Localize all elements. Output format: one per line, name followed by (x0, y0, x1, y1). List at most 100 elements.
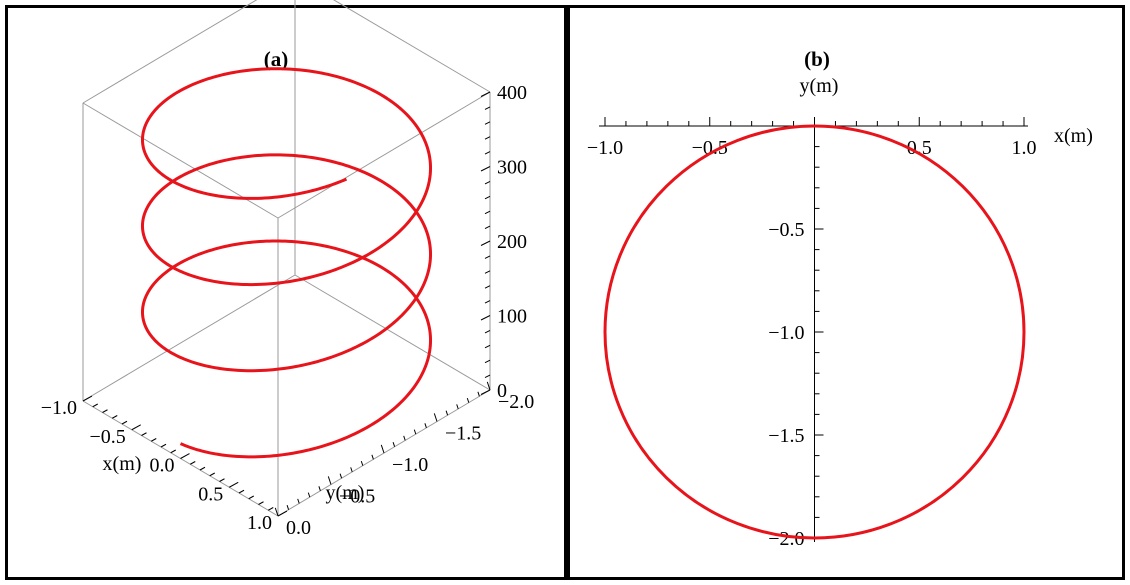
tick-mark (151, 438, 157, 442)
tick-mark (484, 121, 491, 125)
x-tick-label: −0.5 (692, 137, 728, 159)
tick-mark (456, 404, 459, 410)
tick-mark (484, 374, 491, 379)
tick-mark (297, 498, 300, 504)
y-tick-label: −1.5 (768, 425, 804, 447)
z-tick-label: 0 (497, 380, 507, 402)
chart-b-title: (b) (804, 47, 830, 71)
tick-mark (484, 136, 491, 140)
x-tick-label: 1.0 (247, 512, 272, 534)
x-tick-label: 0.5 (198, 483, 223, 505)
x-tick-label: −1.0 (41, 397, 77, 419)
tick-mark (486, 381, 491, 391)
tick-mark (480, 91, 491, 97)
tick-mark (484, 255, 491, 259)
tick-mark (102, 409, 108, 413)
tick-mark (380, 444, 385, 454)
x-tick-label: −0.5 (89, 426, 125, 448)
box-edge (82, 274, 296, 402)
y-tick-label: −1.0 (392, 454, 428, 476)
y-tick-label: −0.5 (768, 219, 804, 241)
tick-mark (274, 507, 279, 517)
axes: −1.0 −0.5 0.5 1.0 −0.5 −1.0 −1.5 −2.0 (587, 117, 1037, 550)
box-edge (294, 274, 491, 391)
box-edge (82, 102, 279, 219)
tick-mark (180, 453, 190, 459)
circle-curve (603, 124, 1026, 540)
tick-mark (160, 443, 167, 448)
tick-mark (339, 473, 343, 479)
tick-mark (480, 240, 491, 246)
x-axis-label: x(m) (103, 453, 142, 475)
tick-mark (445, 410, 449, 416)
x-tick-label: 0.5 (907, 137, 932, 159)
z-tick-label: 100 (497, 306, 527, 328)
y-tick-label: 0.0 (286, 517, 311, 539)
tick-mark (484, 195, 491, 200)
tick-mark (360, 460, 364, 466)
tick-mark (170, 449, 176, 454)
tick-mark (424, 423, 427, 428)
tick-mark (484, 270, 491, 274)
y-tick-label: −1.0 (768, 322, 804, 344)
tick-mark (199, 466, 206, 471)
box-edge (277, 91, 491, 219)
tick-mark (403, 435, 406, 441)
x-axis-label: x(m) (1054, 125, 1093, 147)
circle-2d-chart: (b) y(m) x(m) −1.0 −0.5 0.5 1.0 −0.5 −1.0 −1.5… (587, 47, 1093, 550)
tick-mark (82, 395, 93, 402)
tick-mark (229, 481, 239, 488)
y-tick-label: −2.0 (498, 391, 534, 413)
helix-curve (140, 67, 433, 459)
panel-a: (a) −1.0 −0.5 0.0 0.5 1.0 −2.0 −1.5 −1.0 −0.5 0.0… (5, 0, 567, 580)
tick-mark (392, 442, 396, 447)
tick-mark (209, 472, 215, 477)
tick-mark (248, 495, 254, 500)
x-tick-label: −1.0 (587, 137, 623, 159)
tick-mark (238, 489, 245, 494)
tick-mark (92, 403, 98, 408)
tick-mark (433, 413, 438, 422)
tick-mark (371, 454, 374, 460)
tick-mark (112, 415, 118, 419)
y-axis-label: y(m) (326, 482, 365, 504)
axis-ticks: −1.0 −0.5 0.0 0.5 1.0 −2.0 −1.5 −1.0 −0.5 0.0 0 100… (41, 82, 535, 539)
tick-mark (268, 507, 274, 511)
tick-mark (480, 315, 491, 321)
y-tick-label: −2.0 (768, 528, 804, 550)
tick-mark (480, 389, 491, 395)
tick-mark (484, 151, 491, 155)
z-tick-label: 200 (497, 231, 527, 253)
tick-mark (480, 166, 491, 172)
tick-mark (258, 501, 264, 505)
tick-mark (121, 420, 128, 425)
tick-mark (307, 492, 311, 498)
tick-mark (484, 359, 491, 364)
z-tick-label: 400 (497, 82, 527, 104)
tick-mark (484, 180, 491, 185)
chart-a-title: (a) (264, 47, 289, 71)
tick-mark (327, 476, 332, 485)
z-tick-label: 300 (497, 157, 527, 179)
box-edge (333, 0, 491, 93)
tick-mark (484, 344, 491, 349)
tick-mark (484, 300, 491, 304)
tick-mark (219, 478, 225, 482)
tick-mark (484, 106, 491, 110)
tick-mark (484, 225, 491, 230)
tick-mark (286, 505, 290, 510)
tick-mark (318, 486, 321, 491)
tick-mark (131, 424, 141, 431)
tick-mark (484, 285, 491, 289)
box-edge (82, 0, 258, 104)
helix-3d-chart: (a) −1.0 −0.5 0.0 0.5 1.0 −2.0 −1.5 −1.0 −0.5 0.0… (41, 0, 535, 539)
tick-mark (277, 510, 288, 517)
panel-b: (b) y(m) x(m) −1.0 −0.5 0.5 1.0 −0.5 −1.0 −1.5… (567, 5, 1125, 580)
tick-mark (484, 329, 491, 334)
circle-line (603, 124, 1026, 540)
y-tick-label: −1.5 (445, 423, 481, 445)
y-tick-label: −0.5 (339, 486, 375, 508)
tick-mark (413, 429, 417, 435)
tick-mark (141, 432, 147, 436)
tick-mark (190, 461, 196, 465)
